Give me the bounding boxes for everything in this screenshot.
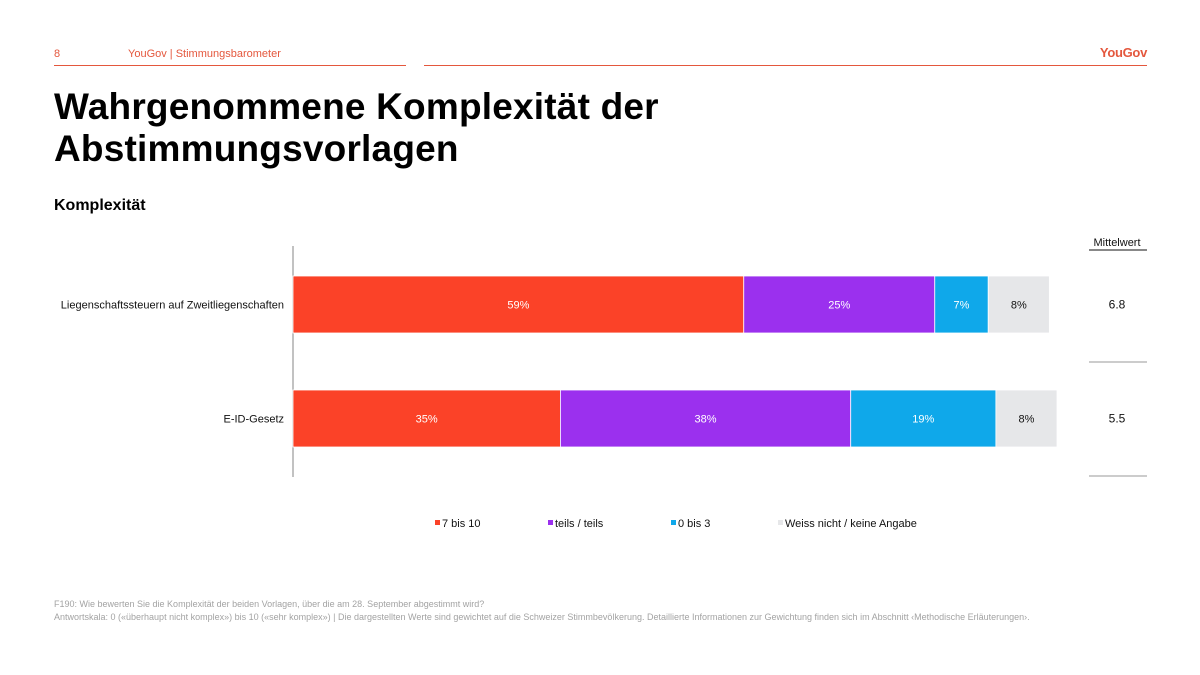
legend-label: teils / teils bbox=[555, 518, 604, 530]
data-label: 38% bbox=[695, 414, 717, 426]
mean-value: 5.5 bbox=[1109, 412, 1126, 426]
footnote-scale: Antwortskala: 0 («überhaupt nicht komple… bbox=[54, 612, 1030, 622]
bar-segment bbox=[850, 389, 997, 448]
data-label: 8% bbox=[1011, 300, 1027, 312]
category-label: E-ID-Gesetz bbox=[223, 414, 284, 426]
bar-segment bbox=[987, 275, 1050, 334]
legend-swatch bbox=[548, 520, 553, 525]
data-label: 8% bbox=[1018, 414, 1034, 426]
data-label: 59% bbox=[507, 300, 529, 312]
legend-label: 0 bis 3 bbox=[678, 518, 710, 530]
header-left: 8 YouGov | Stimmungsbarometer bbox=[54, 48, 406, 66]
data-label: 25% bbox=[828, 300, 850, 312]
legend-label: 7 bis 10 bbox=[442, 518, 481, 530]
bar-segment bbox=[934, 275, 989, 334]
bar-segment bbox=[743, 275, 936, 334]
mean-value: 6.8 bbox=[1109, 298, 1126, 312]
page-title-line-2: Abstimmungsvorlagen bbox=[54, 128, 459, 169]
footnote: F190: Wie bewerten Sie die Komplexität d… bbox=[54, 598, 1154, 624]
header-right: YouGov bbox=[424, 45, 1147, 66]
legend-swatch bbox=[435, 520, 440, 525]
legend-swatch bbox=[778, 520, 783, 525]
stacked-bar-chart: Liegenschaftssteuern auf Zweitliegenscha… bbox=[61, 237, 1147, 530]
data-label: 19% bbox=[912, 414, 934, 426]
bar-segment bbox=[995, 389, 1058, 448]
page-number: 8 bbox=[54, 48, 61, 60]
chart-subtitle: Komplexität bbox=[54, 197, 146, 214]
yougov-logo: YouGov bbox=[1099, 45, 1147, 60]
data-label: 7% bbox=[954, 300, 970, 312]
data-label: 35% bbox=[416, 414, 438, 426]
footnote-question: F190: Wie bewerten Sie die Komplexität d… bbox=[54, 599, 485, 609]
category-label: Liegenschaftssteuern auf Zweitliegenscha… bbox=[61, 300, 284, 312]
mean-header: Mittelwert bbox=[1093, 237, 1140, 249]
page-title: Wahrgenommene Komplexität der Abstimmung… bbox=[54, 86, 954, 170]
legend-label: Weiss nicht / keine Angabe bbox=[785, 518, 917, 530]
bar-segment bbox=[292, 275, 745, 334]
legend-swatch bbox=[671, 520, 676, 525]
breadcrumb: YouGov | Stimmungsbarometer bbox=[128, 48, 281, 60]
bar-segment bbox=[560, 389, 852, 448]
page-title-line-1: Wahrgenommene Komplexität der bbox=[54, 86, 659, 127]
